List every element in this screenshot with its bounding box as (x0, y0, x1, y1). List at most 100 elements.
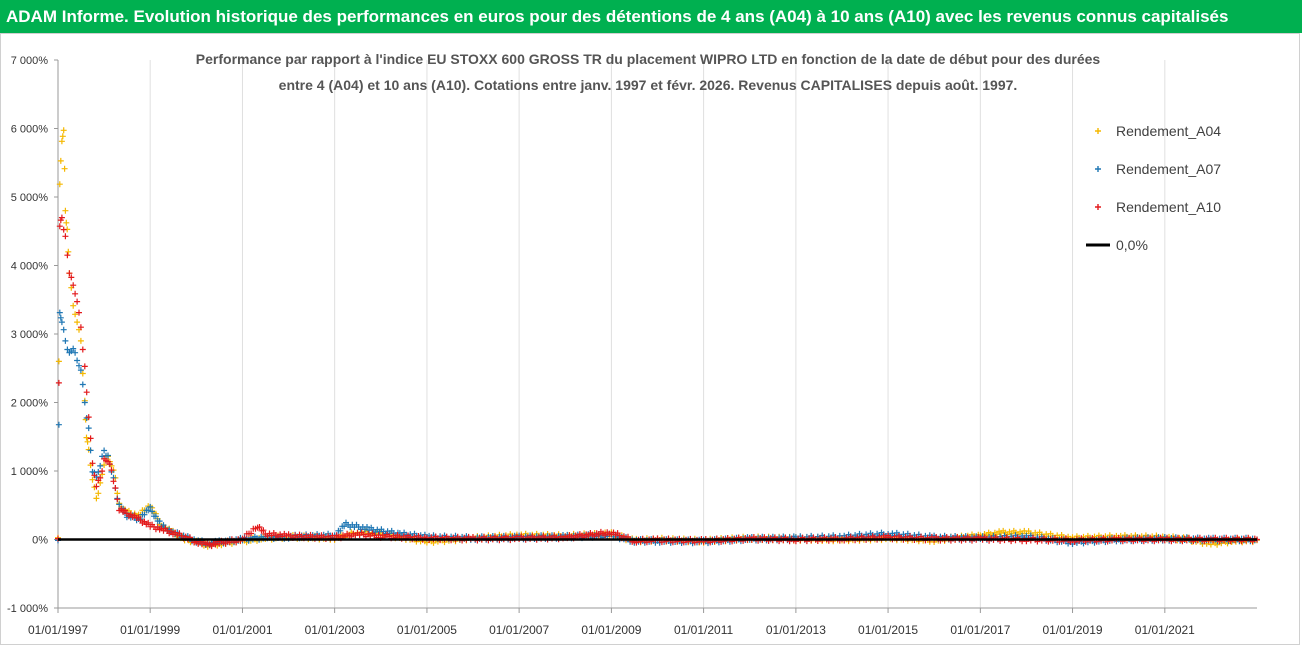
data-point (341, 523, 348, 530)
x-tick-label: 01/01/2007 (489, 623, 549, 637)
data-point (55, 358, 62, 365)
y-tick-label: 1 000% (11, 466, 49, 478)
x-tick-label: 01/01/2021 (1135, 623, 1195, 637)
data-point (260, 527, 267, 534)
legend-marker (1095, 166, 1101, 172)
data-point (74, 357, 81, 364)
data-point (141, 511, 148, 518)
data-point (70, 345, 77, 352)
chart-grid (149, 60, 1166, 608)
data-point (70, 282, 77, 289)
x-tick-label: 01/01/2017 (950, 623, 1010, 637)
data-point (72, 349, 79, 356)
data-point (74, 298, 81, 305)
data-point (105, 452, 111, 459)
chart-legend: Rendement_A04 Rendement_A07 Rendement_A10 0… (1086, 123, 1221, 253)
series-Rendement_A07 (55, 309, 1260, 549)
data-point (79, 370, 86, 377)
x-tick-label: 01/01/1997 (28, 623, 88, 637)
data-point (156, 518, 163, 525)
data-point (61, 165, 68, 172)
data-point (152, 513, 159, 520)
data-point (60, 127, 67, 134)
data-point (101, 447, 108, 454)
data-point (147, 503, 154, 510)
legend-label: Rendement_A07 (1116, 161, 1221, 177)
data-point (60, 226, 67, 233)
data-point (145, 507, 152, 514)
data-point (55, 379, 62, 386)
report-banner: ADAM Informe. Evolution historique des p… (0, 0, 1302, 33)
data-point (84, 438, 91, 445)
y-tick-label: -1 000% (7, 603, 48, 615)
chart-frame (0, 33, 1300, 645)
data-point (248, 530, 255, 537)
data-point (364, 524, 370, 530)
data-point (101, 462, 108, 468)
data-point (76, 362, 82, 369)
data-point (112, 485, 119, 491)
data-point (64, 346, 71, 353)
data-point (74, 319, 81, 326)
data-point (337, 527, 344, 534)
data-point (149, 508, 156, 515)
data-point (66, 270, 73, 277)
chart-subtitle: Performance par rapport à l'indice EU ST… (196, 51, 1101, 93)
series-layer (55, 127, 1260, 550)
legend-label: Rendement_A04 (1116, 123, 1221, 139)
data-point (76, 309, 82, 316)
x-tick-label: 01/01/2013 (766, 623, 826, 637)
data-point (57, 314, 64, 321)
data-point (83, 389, 90, 396)
data-point (59, 133, 66, 140)
x-tick-label: 01/01/2003 (305, 623, 365, 637)
data-point (97, 474, 104, 481)
data-point (97, 462, 104, 469)
data-point (77, 367, 84, 374)
y-tick-label: 3 000% (11, 329, 49, 341)
x-tick-label: 01/01/2015 (858, 623, 918, 637)
data-point (58, 319, 65, 326)
data-point (70, 302, 77, 309)
data-point (58, 214, 65, 221)
x-tick-label: 01/01/2011 (674, 623, 733, 637)
chart-axes: 01/01/1997 01/01/1999 01/01/2001 01/01/2003… (7, 55, 1257, 637)
data-point (60, 326, 67, 333)
data-point (95, 490, 102, 497)
legend-marker (1095, 128, 1101, 134)
data-point (89, 476, 96, 483)
chart-subtitle-line-1: Performance par rapport à l'indice EU ST… (196, 51, 1101, 67)
data-point (81, 363, 88, 370)
x-tick-label: 01/01/2009 (581, 623, 641, 637)
series-Rendement_A04 (55, 127, 1260, 550)
data-point (77, 337, 84, 344)
data-point (58, 138, 65, 145)
y-tick-label: 0% (32, 535, 48, 547)
y-tick-label: 4 000% (11, 261, 49, 273)
data-point (56, 223, 63, 230)
data-point (68, 274, 75, 281)
data-point (87, 435, 94, 442)
data-point (87, 447, 94, 454)
legend-marker (1095, 204, 1101, 210)
data-point (108, 467, 115, 474)
y-tick-label: 2 000% (11, 398, 49, 410)
data-point (85, 414, 92, 421)
data-point (110, 478, 117, 485)
data-point (83, 434, 90, 441)
data-point (65, 248, 72, 255)
data-point (256, 524, 263, 530)
chart-subtitle-line-2: entre 4 (A04) et 10 ans (A10). Cotations… (279, 77, 1018, 93)
data-point (62, 207, 69, 214)
data-point (168, 528, 175, 535)
data-point (79, 346, 86, 353)
data-point (91, 472, 98, 479)
legend-label: 0,0% (1116, 237, 1148, 253)
data-point (93, 483, 100, 490)
data-point (77, 324, 84, 331)
data-point (62, 337, 69, 344)
data-point (106, 461, 113, 468)
data-point (72, 290, 79, 297)
data-point (85, 425, 92, 432)
